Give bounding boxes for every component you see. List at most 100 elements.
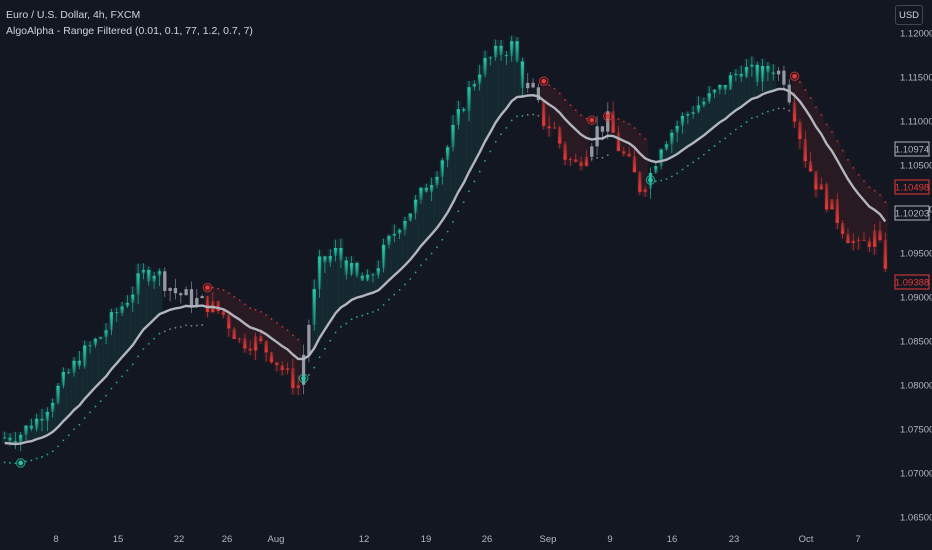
range-fill-76 (407, 213, 414, 260)
range-fill-41 (220, 290, 227, 319)
candle-103 (552, 121, 557, 129)
candle-84 (451, 115, 455, 152)
range-fill-75 (402, 216, 408, 266)
indicator-title[interactable]: AlgoAlpha - Range Filtered (0.01, 0.1, 7… (6, 25, 253, 37)
x-tick-label-10: 16 (667, 534, 678, 545)
candle-12 (67, 368, 71, 375)
range-fill-18 (98, 336, 104, 382)
currency-button[interactable]: USD (895, 5, 923, 25)
price-axis[interactable]: 1.120001.115001.110001.105001.100001.095… (900, 28, 932, 523)
range-fill-44 (236, 300, 243, 344)
band-dot-49 (265, 314, 268, 316)
candle-159 (851, 233, 855, 251)
band-dot-12 (67, 434, 70, 437)
price-label-text-2: 1.10203 (895, 209, 929, 220)
band-dot-6 (35, 457, 38, 460)
range-fill-62 (332, 239, 339, 314)
band-dot-67 (361, 314, 364, 317)
candle-83 (446, 144, 450, 168)
candle-11 (61, 367, 66, 389)
candle-133 (712, 88, 717, 99)
band-dot-117 (628, 123, 631, 125)
range-fill-160 (855, 174, 862, 250)
band-dot-30 (163, 330, 166, 333)
range-fill-63 (338, 238, 344, 308)
price-label-text-3: 1.09388 (895, 278, 929, 289)
y-tick-label-6: 1.09000 (900, 292, 932, 303)
candle-28 (152, 271, 156, 290)
candle-54 (291, 358, 295, 395)
band-dot-120 (644, 138, 647, 140)
candle-121 (648, 167, 653, 199)
band-dot-95 (510, 119, 513, 122)
candle-20 (109, 308, 114, 336)
range-fill-84 (450, 115, 456, 203)
candle-67 (360, 272, 364, 282)
candle-75 (403, 216, 407, 236)
time-axis[interactable]: 8 15 22 26 Aug 12 19 26 Sep 9 16 23 Oct 7 (53, 534, 860, 545)
candle-148 (792, 91, 797, 129)
band-dot-82 (441, 238, 444, 241)
range-fill-51 (274, 322, 280, 372)
candle-141 (755, 61, 759, 87)
range-fill-140 (749, 56, 755, 99)
band-dot-163 (873, 189, 876, 192)
range-fill-130 (695, 96, 702, 140)
band-dot-31 (169, 328, 172, 331)
range-fill-23 (124, 295, 131, 352)
range-fill-128 (685, 111, 691, 147)
band-dot-54 (291, 334, 294, 337)
band-dot-71 (382, 303, 385, 306)
candle-53 (285, 362, 290, 375)
x-tick-label-2: 22 (174, 534, 185, 545)
range-fill-17 (92, 337, 99, 388)
range-fill-73 (391, 224, 398, 276)
band-dot-84 (452, 220, 454, 223)
band-dot-165 (884, 201, 887, 203)
range-fills (2, 35, 889, 445)
range-fill-129 (690, 105, 697, 143)
candle-145 (776, 67, 781, 82)
y-tick-label-5: 1.09500 (900, 248, 932, 259)
candle-136 (728, 72, 733, 91)
band-dot-19 (105, 394, 107, 397)
candle-85 (456, 100, 460, 130)
band-dot-10 (57, 445, 59, 448)
y-tick-label-9: 1.07500 (900, 424, 932, 435)
range-fill-162 (866, 187, 873, 253)
range-fill-78 (418, 186, 424, 246)
candle-152 (814, 171, 818, 198)
range-fill-60 (322, 255, 328, 330)
candle-6 (35, 413, 39, 432)
price-label-1: 1.10498 (894, 179, 930, 195)
candle-135 (723, 85, 727, 95)
x-tick-label-11: 23 (729, 534, 740, 545)
band-dot-64 (345, 322, 348, 325)
signal-4 (589, 117, 595, 123)
band-dot-105 (564, 98, 566, 101)
candle-51 (275, 361, 279, 372)
range-fill-24 (130, 286, 136, 346)
candle-41 (221, 310, 226, 319)
candle-47 (253, 332, 258, 361)
range-fill-79 (423, 183, 430, 241)
range-fill-68 (364, 269, 371, 295)
band-dot-131 (702, 153, 705, 156)
candle-105 (563, 140, 567, 166)
candle-10 (56, 382, 60, 405)
range-fill-93 (498, 39, 505, 115)
band-dot-160 (857, 173, 860, 176)
band-dot-115 (617, 118, 620, 120)
band-dot-18 (99, 400, 102, 403)
candle-146 (782, 65, 786, 89)
band-dot-63 (340, 325, 342, 328)
candle-165 (883, 232, 887, 272)
band-dot-150 (804, 88, 807, 91)
range-fill-95 (509, 35, 515, 102)
candle-25 (136, 263, 140, 304)
range-fill-120 (642, 138, 649, 197)
candle-138 (739, 65, 743, 82)
band-dot-23 (126, 369, 129, 372)
x-tick-label-7: 26 (482, 534, 493, 545)
